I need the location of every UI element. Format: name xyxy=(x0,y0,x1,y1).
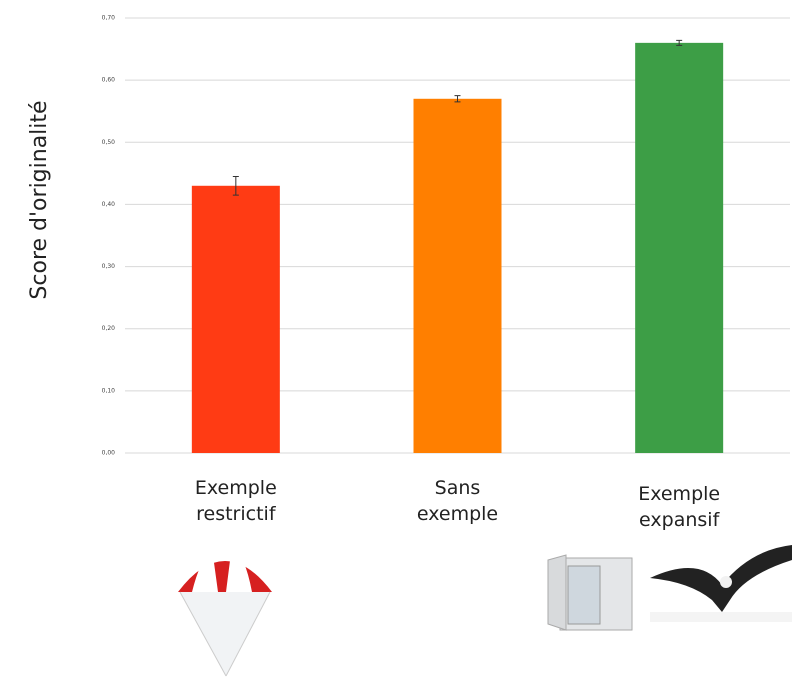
x-tick-label: Exemple restrictif xyxy=(194,477,277,525)
y-tick-label: 0,70 xyxy=(102,15,116,22)
y-axis-label: Score d'originalité xyxy=(27,100,52,299)
y-tick-label: 0,10 xyxy=(102,387,116,394)
error-bar xyxy=(232,175,239,196)
y-tick-label: 0,00 xyxy=(102,450,116,457)
x-tick-label: Exemple expansif xyxy=(638,483,721,531)
fridge-icon xyxy=(547,554,633,631)
eagle-icon xyxy=(650,545,792,622)
error-bar xyxy=(676,39,683,46)
bar xyxy=(413,98,502,454)
x-tick-label: Sans exemple xyxy=(416,477,499,525)
error-bar xyxy=(454,95,461,103)
parachute-icon xyxy=(178,545,272,677)
y-tick-label: 0,30 xyxy=(102,263,116,270)
y-tick-label: 0,60 xyxy=(102,77,116,84)
bar xyxy=(635,42,724,453)
bar xyxy=(191,185,280,454)
y-tick-label: 0,50 xyxy=(102,139,116,146)
y-tick-label: 0,40 xyxy=(102,201,116,208)
y-tick-label: 0,20 xyxy=(102,325,116,332)
